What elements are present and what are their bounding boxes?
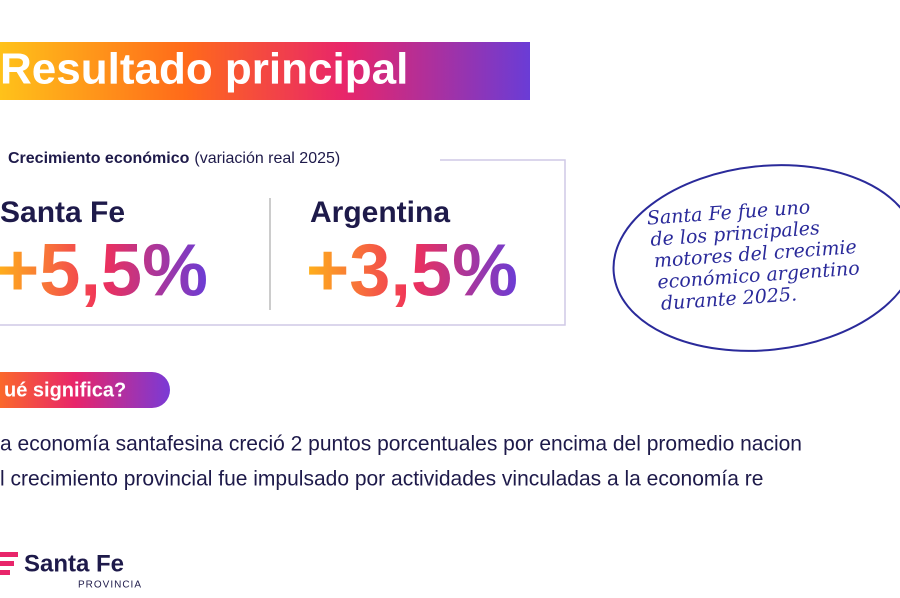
section-pill [0,372,170,408]
item-name: Argentina [310,196,450,229]
label-bg [0,148,440,170]
logo-bar [0,570,10,575]
note-ellipse [612,164,900,352]
item-name: Santa Fe [0,196,125,229]
logo: Santa Fe PROVINCIA [0,550,142,591]
body-line: l crecimiento provincial fue impulsado p… [0,468,763,491]
item-value: +5,5% [0,229,208,312]
panel-label: Crecimiento económico (variación real 202… [8,150,340,167]
logo-bar [0,561,14,566]
logo-name: Santa Fe [24,550,124,577]
item-value: +3,5% [306,229,518,312]
title: Resultado principal [0,45,408,94]
section-title: ué significa? [4,379,126,401]
body-line: a economía santafesina creció 2 puntos p… [0,433,802,456]
logo-bar [0,552,18,557]
logo-sub: PROVINCIA [78,580,142,591]
title-band [0,42,530,100]
